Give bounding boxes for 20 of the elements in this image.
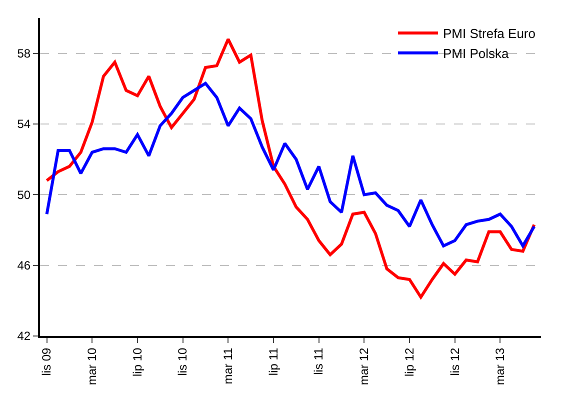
x-tick-label: lip 11 bbox=[266, 347, 280, 376]
line-series bbox=[45, 38, 536, 299]
x-tick-label: lis 12 bbox=[448, 347, 462, 376]
x-tick-label: mar 10 bbox=[85, 347, 100, 386]
x-tick-label: lip 10 bbox=[130, 347, 144, 376]
x-tick-label: lis 11 bbox=[312, 347, 326, 375]
legend-label: PMI Strefa Euro bbox=[443, 26, 536, 42]
y-tick-label: 58 bbox=[17, 46, 31, 61]
legend-label: PMI Polska bbox=[443, 46, 510, 61]
y-tick-label: 42 bbox=[17, 329, 31, 344]
x-tick-label: mar 11 bbox=[221, 347, 236, 384]
x-tick-label: mar 13 bbox=[493, 347, 508, 386]
y-tick-label: 54 bbox=[17, 117, 31, 132]
x-tick-label: lis 10 bbox=[176, 347, 190, 376]
y-tick-label: 50 bbox=[17, 188, 31, 202]
y-tick-label: 46 bbox=[17, 258, 31, 273]
line-series bbox=[45, 82, 536, 248]
x-tick-label: lis 09 bbox=[40, 347, 54, 376]
x-tick-label: lip 12 bbox=[402, 347, 416, 376]
x-tick-label: mar 12 bbox=[357, 347, 372, 386]
